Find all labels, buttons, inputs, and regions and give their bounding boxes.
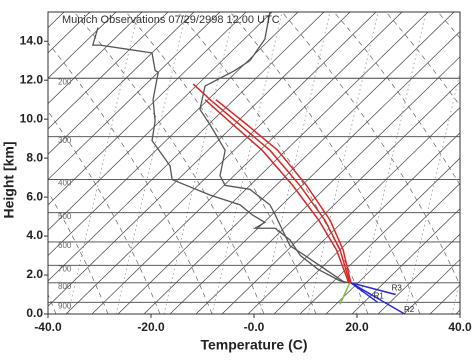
- dry-adiabat: [177, 12, 369, 314]
- series-line: [199, 12, 346, 284]
- isotherm: [169, 30, 460, 314]
- dry-adiabat: [437, 12, 460, 39]
- isotherm: [221, 81, 460, 314]
- isobar-label: 900: [58, 301, 72, 310]
- plot-area: [91, 12, 407, 314]
- dry-adiabat: [73, 12, 265, 314]
- x-tick-label: -0.0: [244, 320, 265, 334]
- dry-adiabat: [281, 12, 460, 287]
- isobar-label: 200: [58, 77, 72, 86]
- dry-adiabat: [48, 110, 161, 314]
- isobar-label: 300: [58, 136, 72, 145]
- x-axis-label: Temperature (C): [200, 337, 307, 353]
- dry-adiabat: [385, 12, 460, 107]
- isotherm: [403, 258, 460, 314]
- x-tick-label: -20.0: [137, 320, 165, 334]
- y-tick-label: 12.0: [20, 72, 44, 86]
- isotherm: [48, 12, 143, 105]
- mixing-ratio: [403, 70, 460, 314]
- isotherm: [48, 12, 117, 79]
- isotherm: [48, 12, 325, 282]
- isotherm: [195, 56, 460, 314]
- series-line: [204, 99, 350, 284]
- isobar-label: 500: [58, 212, 72, 221]
- isotherm: [48, 12, 221, 181]
- x-tick-label: 20.0: [345, 320, 369, 334]
- series-line: [192, 83, 351, 284]
- mixing-ratio: [355, 12, 427, 314]
- isobar-label: 800: [58, 282, 72, 291]
- y-tick-label: 14.0: [20, 33, 44, 47]
- series-label: R3: [392, 284, 403, 293]
- y-axis-label: Height [km]: [1, 142, 17, 219]
- isobar-label: 600: [58, 241, 72, 250]
- x-tick-label: -40.0: [34, 320, 62, 334]
- series-label: R1: [374, 291, 385, 300]
- isotherm: [48, 12, 195, 155]
- series-line: [350, 282, 396, 296]
- dry-adiabat: [333, 12, 460, 186]
- isotherm: [377, 233, 460, 314]
- y-tick-label: 4.0: [26, 228, 43, 242]
- isotherm: [48, 12, 351, 307]
- series-line: [91, 27, 350, 284]
- isotherm: [65, 12, 377, 314]
- isotherm: [48, 12, 247, 206]
- isotherm: [299, 157, 460, 314]
- y-tick-label: 0.0: [26, 306, 43, 320]
- y-tick-label: 6.0: [26, 189, 43, 203]
- series-label: R2: [404, 305, 415, 314]
- isotherm: [351, 208, 460, 314]
- series-line: [215, 99, 352, 283]
- dry-adiabat: [48, 42, 213, 314]
- isotherm: [48, 12, 273, 231]
- skew-grid: [48, 12, 460, 314]
- y-tick-label: 10.0: [20, 111, 44, 125]
- isobar-label: 400: [58, 179, 72, 188]
- isotherm: [48, 12, 299, 257]
- isotherm: [273, 132, 460, 314]
- mixing-ratio: [115, 12, 187, 314]
- y-tick-label: 2.0: [26, 267, 43, 281]
- y-tick-label: 8.0: [26, 150, 43, 164]
- isobar-label: 700: [58, 264, 72, 273]
- isotherm: [247, 106, 460, 314]
- dry-adiabat: [125, 12, 317, 314]
- isotherm: [48, 12, 169, 130]
- isotherm: [91, 12, 403, 314]
- series-line: [339, 282, 351, 305]
- chart-title: Munich Observations 07/29/2998 12:00 UTC: [62, 14, 280, 26]
- x-tick-label: 40.0: [448, 320, 472, 334]
- isotherm: [325, 182, 460, 314]
- isotherm: [455, 309, 460, 314]
- series-line: [350, 282, 407, 314]
- isotherm: [143, 12, 455, 314]
- dry-adiabat: [229, 12, 421, 314]
- mixing-ratio: [67, 12, 139, 314]
